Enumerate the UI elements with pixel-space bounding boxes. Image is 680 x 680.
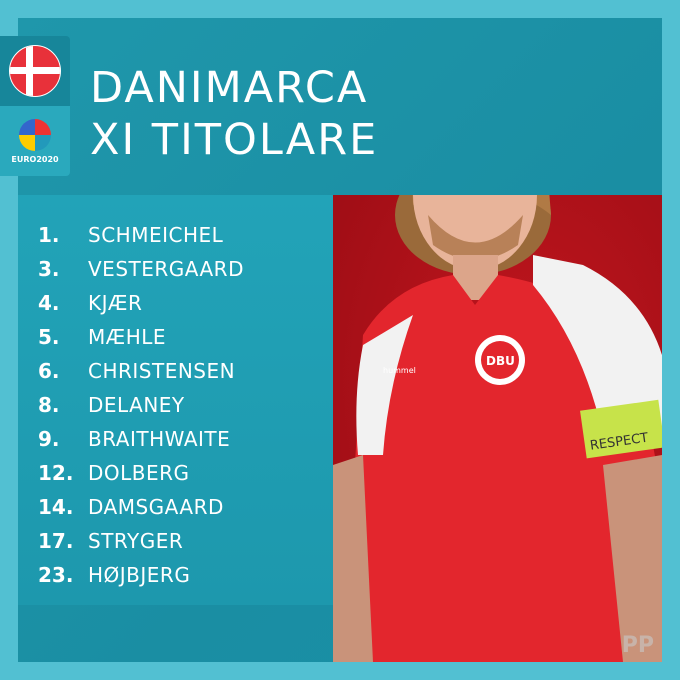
- player-name: MÆHLE: [88, 325, 167, 349]
- player-number: 17.: [38, 529, 74, 553]
- lineup-row: 6. CHRISTENSEN: [38, 354, 244, 388]
- lineup-panel: [18, 195, 333, 605]
- lineup-row: 17. STRYGER: [38, 524, 244, 558]
- lineup-row: 3. VESTERGAARD: [38, 252, 244, 286]
- player-photo: RESPECT DBU hummel: [333, 195, 662, 662]
- brand-text: hummel: [383, 366, 416, 375]
- player-name: DOLBERG: [88, 461, 190, 485]
- player-number: 6.: [38, 359, 60, 383]
- lineup-row: 1. SCHMEICHEL: [38, 218, 244, 252]
- title-line-2: XI TITOLARE: [90, 115, 379, 165]
- lineup-row: 23. HØJBJERG: [38, 558, 244, 592]
- euro2020-logo-text: EURO2020: [11, 154, 59, 164]
- player-number: 3.: [38, 257, 60, 281]
- player-name: KJÆR: [88, 291, 143, 315]
- lineup-row: 9. BRAITHWAITE: [38, 422, 244, 456]
- player-number: 9.: [38, 427, 60, 451]
- page-title: DANIMARCA XI TITOLARE: [90, 62, 378, 166]
- player-number: 12.: [38, 461, 74, 485]
- watermark: PP: [621, 633, 654, 658]
- player-number: 1.: [38, 223, 60, 247]
- player-number: 23.: [38, 563, 74, 587]
- player-name: SCHMEICHEL: [88, 223, 224, 247]
- lineup-list: 1. SCHMEICHEL 3. VESTERGAARD 4. KJÆR 5. MÆHLE 6.…: [38, 218, 244, 592]
- player-name: DELANEY: [88, 393, 185, 417]
- lineup-row: 12. DOLBERG: [38, 456, 244, 490]
- crest-text: DBU: [486, 354, 515, 368]
- lineup-row: 4. KJÆR: [38, 286, 244, 320]
- player-number: 8.: [38, 393, 60, 417]
- player-number: 14.: [38, 495, 74, 519]
- player-name: STRYGER: [88, 529, 184, 553]
- title-line-1: DANIMARCA: [90, 63, 369, 113]
- denmark-flag-icon: [9, 45, 61, 97]
- lineup-row: 5. MÆHLE: [38, 320, 244, 354]
- lineup-row: 8. DELANEY: [38, 388, 244, 422]
- euro2020-logo-icon: [19, 118, 51, 151]
- lineup-row: 14. DAMSGAARD: [38, 490, 244, 524]
- player-name: CHRISTENSEN: [88, 359, 236, 383]
- team-badge: EURO2020: [0, 36, 70, 176]
- player-name: DAMSGAARD: [88, 495, 224, 519]
- player-name: VESTERGAARD: [88, 257, 244, 281]
- player-number: 5.: [38, 325, 60, 349]
- player-name: HØJBJERG: [88, 563, 191, 587]
- player-number: 4.: [38, 291, 60, 315]
- player-name: BRAITHWAITE: [88, 427, 231, 451]
